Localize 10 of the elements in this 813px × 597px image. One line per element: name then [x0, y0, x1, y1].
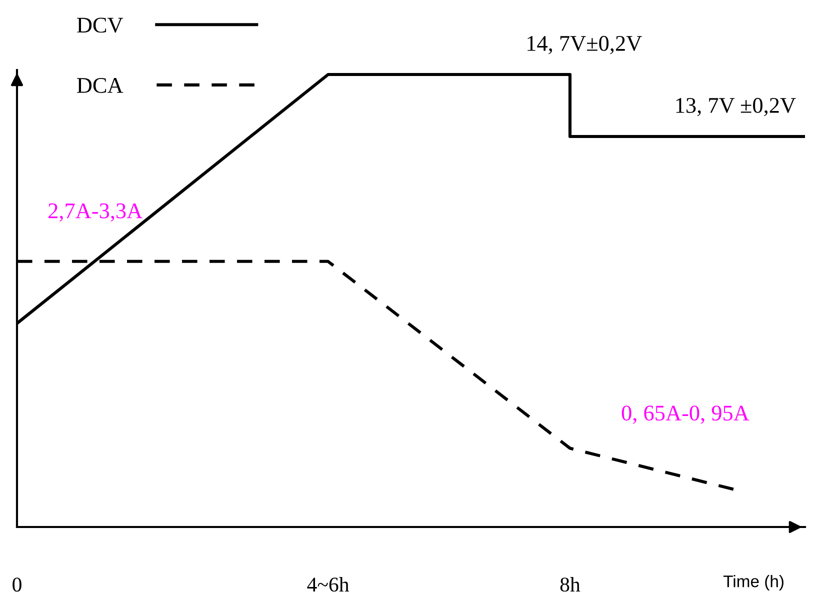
- x-tick-label: 4~6h: [307, 577, 350, 592]
- x-axis-title: Time (h): [723, 574, 784, 591]
- annotation: 14, 7V±0,2V: [528, 36, 642, 54]
- legend-label: DCA: [77, 78, 124, 93]
- x-tick-label: 0: [12, 578, 22, 592]
- x-tick-label: 8h: [560, 577, 580, 592]
- annotation: 2,7A-3,3A: [48, 203, 142, 222]
- annotation: 0, 65A-0, 95A: [622, 406, 750, 424]
- annotation: 13, 7V ±0,2V: [676, 98, 796, 116]
- legend-label: DCV: [77, 18, 124, 33]
